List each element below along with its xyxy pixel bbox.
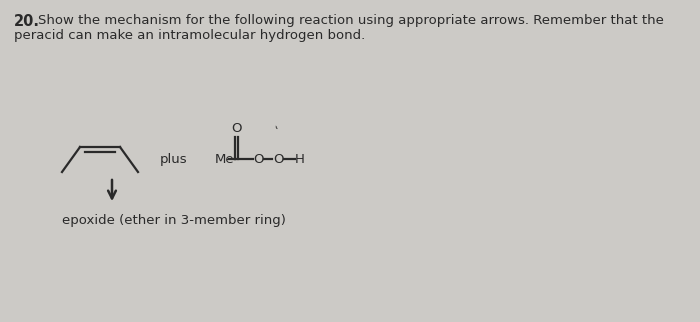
Text: 20.: 20. bbox=[14, 14, 40, 29]
Text: O: O bbox=[273, 153, 284, 166]
Text: O: O bbox=[231, 122, 241, 135]
Text: peracid can make an intramolecular hydrogen bond.: peracid can make an intramolecular hydro… bbox=[14, 29, 365, 42]
Text: `: ` bbox=[268, 127, 280, 142]
Text: plus: plus bbox=[160, 153, 188, 166]
Text: Show the mechanism for the following reaction using appropriate arrows. Remember: Show the mechanism for the following rea… bbox=[38, 14, 664, 27]
Text: O: O bbox=[253, 153, 263, 166]
Text: epoxide (ether in 3-member ring): epoxide (ether in 3-member ring) bbox=[62, 214, 286, 227]
Text: Me: Me bbox=[215, 153, 235, 166]
Text: H: H bbox=[295, 153, 305, 166]
